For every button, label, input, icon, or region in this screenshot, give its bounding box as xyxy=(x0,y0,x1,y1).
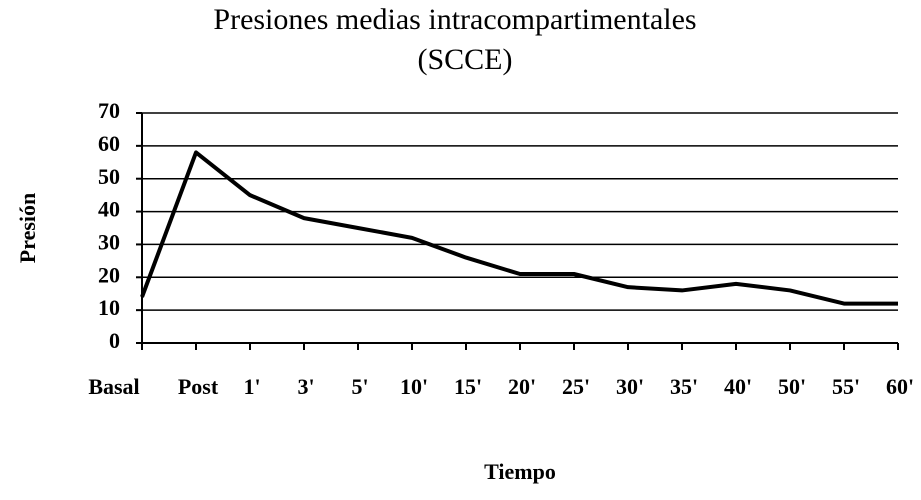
x-tick-label: 40' xyxy=(724,374,752,399)
x-tick-label: 15' xyxy=(454,374,482,399)
y-tick-label: 60 xyxy=(98,131,120,156)
x-tick-label: 10' xyxy=(400,374,428,399)
y-tick-label: 10 xyxy=(98,295,120,320)
x-tick-label: 5' xyxy=(351,374,368,399)
x-tick-label: 1' xyxy=(243,374,260,399)
y-tick-label: 50 xyxy=(98,164,120,189)
y-tick-label: 30 xyxy=(98,229,120,254)
x-tick-label: Post xyxy=(178,374,219,399)
x-tick-label: 60' xyxy=(886,374,914,399)
chart-subtitle: (SCCE) xyxy=(417,43,512,76)
y-tick-label: 70 xyxy=(98,98,120,123)
x-tick-label: 50' xyxy=(778,374,806,399)
y-axis-label: Presión xyxy=(15,193,40,263)
x-tick-label: 35' xyxy=(670,374,698,399)
x-axis-label: Tiempo xyxy=(484,459,556,484)
x-tick-label: 3' xyxy=(297,374,314,399)
y-tick-label: 20 xyxy=(98,262,120,287)
x-tick-label: 20' xyxy=(508,374,536,399)
x-tick-label: 25' xyxy=(562,374,590,399)
y-tick-label: 40 xyxy=(98,197,120,222)
x-tick-label: 55' xyxy=(832,374,860,399)
x-tick-label: Basal xyxy=(88,374,139,399)
y-tick-label: 0 xyxy=(109,328,120,353)
chart-title: Presiones medias intracompartimentales xyxy=(213,3,696,36)
x-tick-label: 30' xyxy=(616,374,644,399)
data-line xyxy=(140,150,898,306)
